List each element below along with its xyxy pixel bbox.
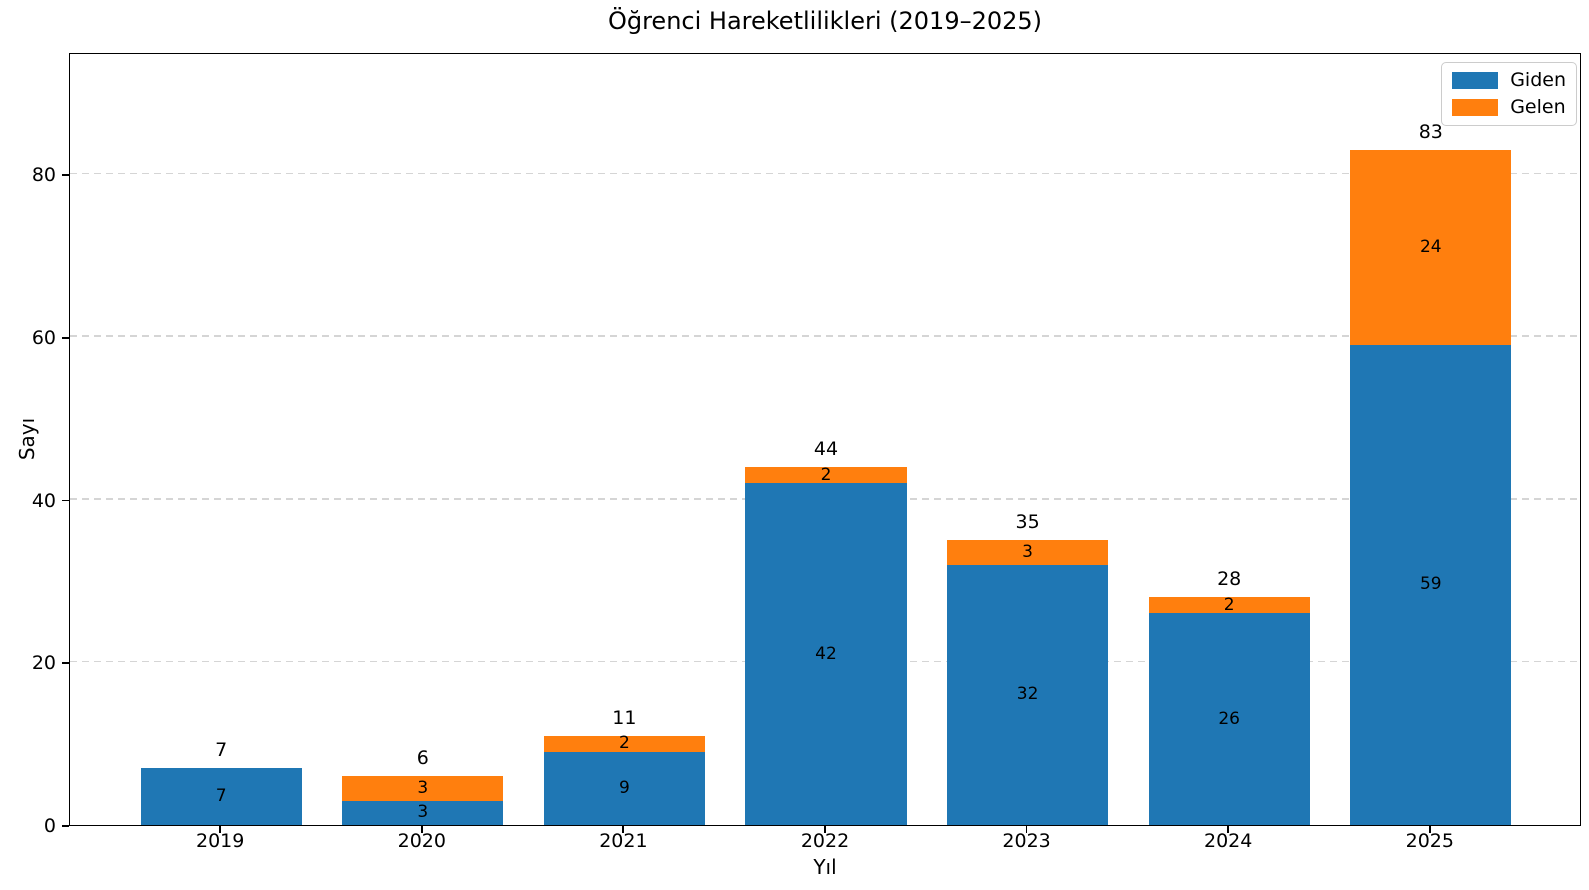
bar-total-label-2024: 28 [1217,568,1242,591]
bar-total-label-2022: 44 [813,437,839,460]
bar-giden-2019: 7 [140,768,302,825]
legend-label-gelen: Gelen [1510,95,1566,118]
bar-gelen-2024: 2 [1148,594,1310,615]
bar-value-label: 32 [1016,684,1039,705]
y-tick-label-0: 0 [43,815,56,837]
chart-title: Öğrenci Hareketlilikleri (2019–2025) [607,7,1043,35]
bar-gelen-2021: 2 [543,733,706,754]
bar-value-label: 59 [1419,574,1442,595]
bar-giden-2024: 26 [1148,613,1310,825]
x-tick-label-2022: 2022 [800,830,850,852]
bar-total-label-2025: 83 [1418,120,1443,143]
bar-value-label: 3 [417,802,429,823]
bar-value-label: 3 [1022,541,1033,562]
x-tick-mark-2022 [824,826,826,833]
bar-total-label-2019: 7 [215,739,228,762]
bar-gelen-2020: 3 [342,776,504,801]
bar-gelen-2023: 3 [946,540,1109,565]
bar-value-label: 2 [618,733,630,754]
x-axis-label: Yıl [813,855,837,879]
plot-area: Giden Gelen 7 7 3 3 6 9 2 11 42 2 44 32 3 35 26 2 28 59 24… [69,53,1581,826]
gridline-y-60 [70,335,1580,337]
bar-value-label: 24 [1419,236,1442,257]
x-tick-mark-2021 [622,826,625,833]
x-tick-label-2024: 2024 [1204,830,1253,852]
bar-giden-2023: 32 [946,564,1109,825]
bar-value-label: 7 [215,786,227,807]
bar-total-label-2023: 35 [1015,511,1040,534]
bar-gelen-2022: 2 [745,464,907,485]
legend: Giden Gelen [1441,62,1577,126]
legend-entry-gelen: Gelen [1452,95,1566,118]
gridline-y-80 [70,172,1580,175]
x-tick-mark-2023 [1025,826,1028,833]
x-tick-label-2019: 2019 [196,830,245,852]
bar-value-label: 3 [417,777,429,798]
bar-total-label-2021: 11 [612,706,637,729]
x-tick-mark-2024 [1227,826,1229,833]
y-tick-mark-80 [62,174,69,176]
x-tick-mark-2019 [219,826,221,833]
x-tick-mark-2025 [1428,826,1431,833]
y-tick-label-20: 20 [31,652,56,675]
y-tick-mark-60 [62,336,69,339]
gelen-swatch-icon [1452,98,1499,116]
y-tick-label-80: 80 [31,164,56,187]
x-tick-label-2025: 2025 [1405,830,1454,852]
bar-giden-2020: 3 [342,800,504,825]
bar-giden-2022: 42 [745,483,907,825]
bar-value-label: 9 [618,777,630,798]
y-tick-mark-0 [62,825,69,827]
y-tick-label-60: 60 [31,326,56,349]
legend-entry-giden: Giden [1452,70,1566,91]
y-tick-mark-40 [62,499,69,502]
x-tick-label-2023: 2023 [1002,830,1051,852]
bar-value-label: 26 [1218,708,1240,729]
bar-value-label: 2 [1223,594,1235,615]
x-tick-mark-2020 [420,826,423,833]
y-tick-label-40: 40 [31,489,56,512]
bar-value-label: 42 [815,643,837,664]
bar-giden-2025: 59 [1350,344,1512,825]
bar-giden-2021: 9 [543,751,706,825]
bar-gelen-2025: 24 [1350,149,1512,345]
y-axis-label: Sayı [15,417,40,461]
x-tick-label-2020: 2020 [397,830,446,852]
legend-label-giden: Giden [1510,69,1566,91]
bar-value-label: 2 [820,464,832,485]
x-tick-label-2021: 2021 [599,830,648,852]
bar-total-label-2020: 6 [416,747,429,770]
y-tick-mark-20 [62,662,69,665]
giden-swatch-icon [1452,71,1499,89]
